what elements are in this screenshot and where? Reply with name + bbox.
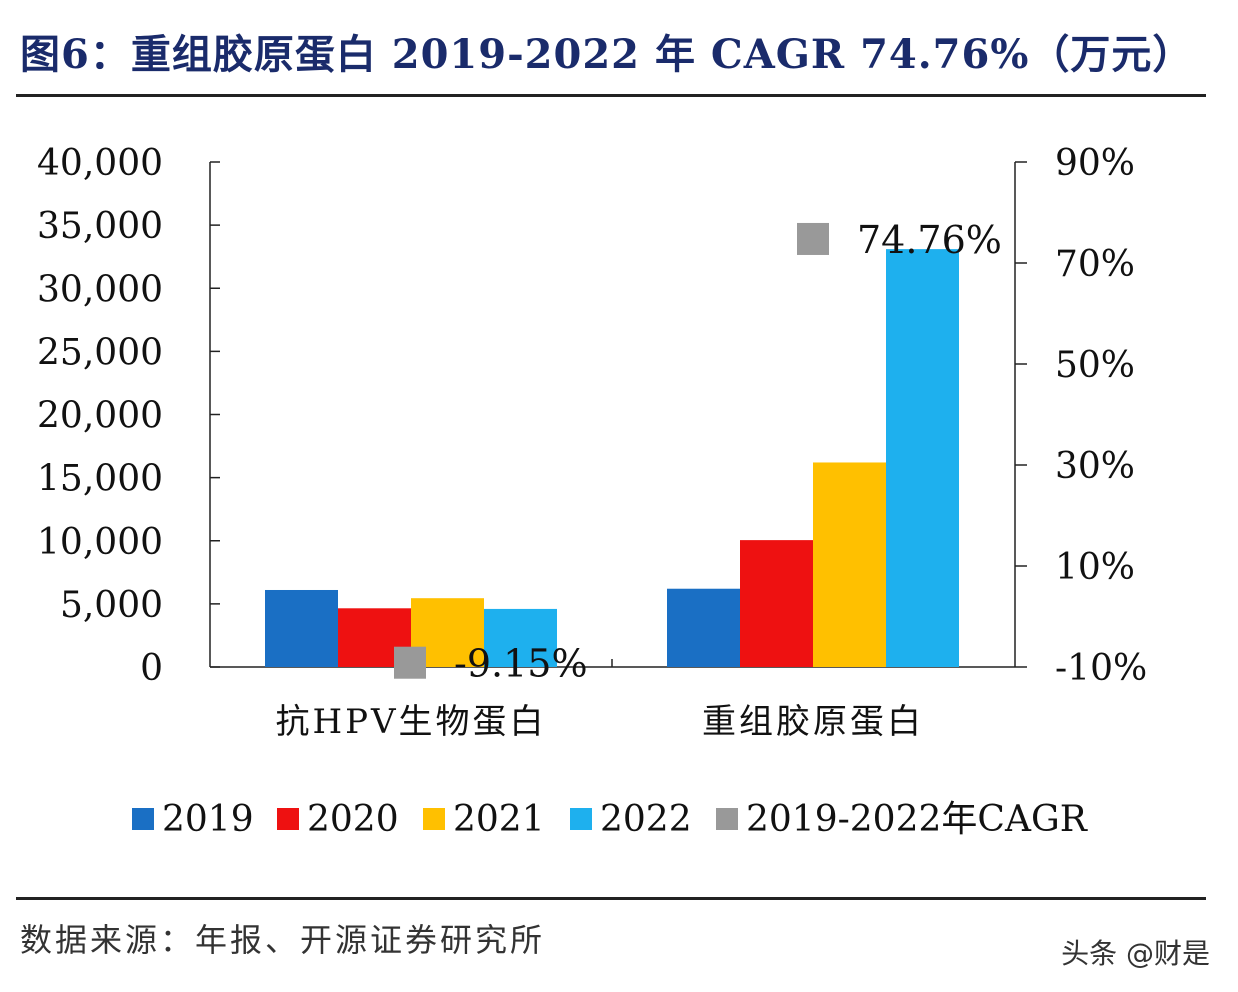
y-tick-label: 5,000 — [60, 585, 163, 626]
legend-label: 2019-2022年CAGR — [746, 799, 1088, 840]
legend-label: 2020 — [307, 799, 399, 840]
legend-swatch — [423, 808, 445, 830]
chart-title: 图6：重组胶原蛋白 2019-2022 年 CAGR 74.76%（万元） — [20, 31, 1194, 78]
y2-tick-label: 50% — [1055, 345, 1135, 386]
legend-label: 2021 — [453, 799, 545, 840]
y2-tick-label: -10% — [1055, 648, 1147, 689]
y-tick-label: 10,000 — [37, 522, 163, 563]
watermark: 头条 @财是 — [1061, 937, 1210, 970]
cagr-label: 74.76% — [857, 218, 1002, 262]
cagr-marker — [797, 222, 829, 255]
y-tick-label: 25,000 — [37, 332, 163, 373]
bar-2019 — [667, 588, 740, 667]
y-tick-label: 35,000 — [37, 206, 163, 247]
cagr-label: -9.15% — [454, 642, 588, 686]
y2-tick-label: 10% — [1055, 547, 1135, 588]
legend-swatch — [132, 808, 154, 830]
legend-label: 2019 — [162, 799, 254, 840]
legend-swatch — [716, 808, 738, 830]
y2-tick-label: 70% — [1055, 244, 1135, 285]
y-tick-label: 20,000 — [37, 396, 163, 437]
legend-swatch — [570, 808, 592, 830]
y-tick-label: 15,000 — [37, 459, 163, 500]
legend-swatch — [277, 808, 299, 830]
x-tick-label: 抗HPV生物蛋白 — [275, 702, 546, 742]
bar-2022 — [886, 249, 959, 668]
y-tick-label: 0 — [140, 648, 163, 689]
x-tick-label: 重组胶原蛋白 — [702, 702, 924, 742]
top-rule — [16, 94, 1206, 97]
legend-label: 2022 — [600, 799, 692, 840]
cagr-marker — [394, 646, 426, 679]
y2-tick-label: 30% — [1055, 446, 1135, 487]
bar-2021 — [813, 462, 886, 667]
bar-2022 — [484, 608, 557, 667]
bottom-rule — [16, 897, 1206, 900]
y-tick-label: 40,000 — [37, 143, 163, 184]
bar-2020 — [740, 540, 813, 667]
y2-tick-label: 90% — [1055, 143, 1135, 184]
y-tick-label: 30,000 — [37, 269, 163, 310]
source-note: 数据来源：年报、开源证券研究所 — [20, 921, 546, 959]
bar-2019 — [265, 589, 338, 667]
